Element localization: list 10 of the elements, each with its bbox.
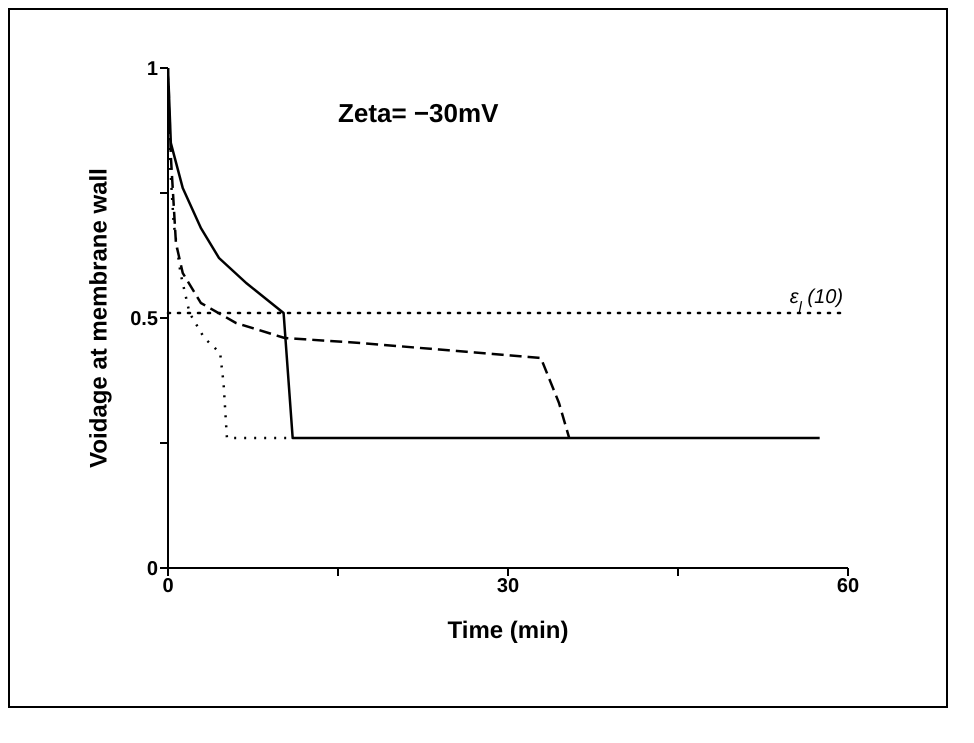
x-tick-label: 60 bbox=[836, 575, 860, 598]
x-tick-label: 30 bbox=[496, 575, 520, 598]
x-tick-label: 0 bbox=[162, 575, 174, 598]
y-tick-label: 0.5 bbox=[130, 308, 158, 330]
y-tick-label: 0 bbox=[146, 558, 158, 580]
x-axis-title: Time (min) bbox=[448, 617, 568, 644]
ref-line-label: ε$_{l}$ (10) bbox=[790, 286, 843, 316]
y-axis-title: Voidage at membrane wall bbox=[86, 168, 113, 468]
y-tick-label: 1 bbox=[146, 58, 158, 80]
annotation: Zeta= −30mV bbox=[338, 98, 498, 129]
